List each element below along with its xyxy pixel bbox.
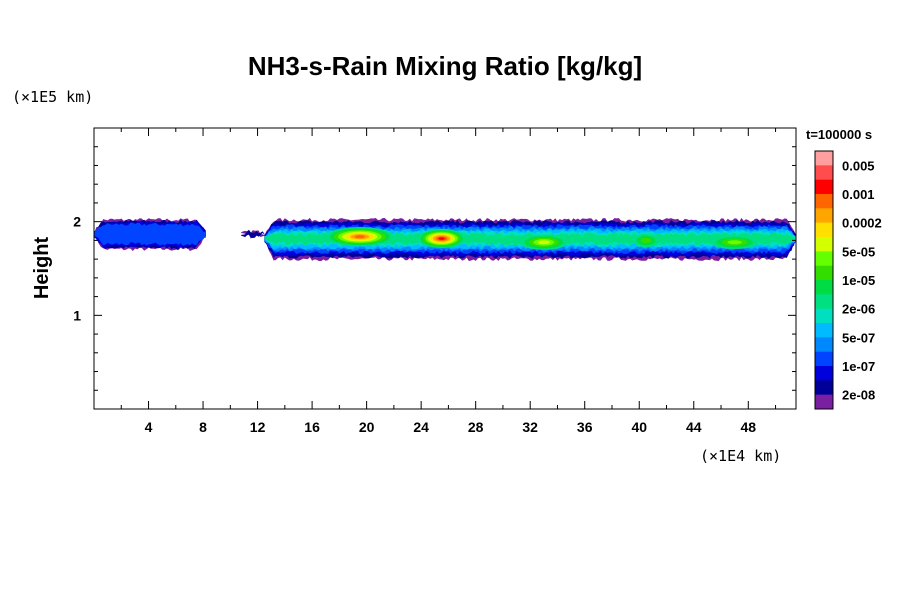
colorbar-swatch: [815, 165, 833, 180]
cloud-layer: [94, 217, 796, 261]
colorbar-swatch: [815, 323, 833, 338]
colorbar-label: 2e-08: [842, 388, 875, 403]
x-tick-label: 16: [304, 419, 320, 435]
core-contour: [537, 240, 550, 245]
colorbar-label: 5e-05: [842, 244, 875, 259]
x-tick-label: 24: [413, 419, 429, 435]
colorbar-label: 5e-07: [842, 330, 875, 345]
x-tick-label: 8: [199, 419, 207, 435]
colorbar-swatch: [815, 308, 833, 324]
colorbar-swatch: [815, 179, 833, 195]
colorbar-swatch: [815, 222, 833, 238]
colorbar-swatch: [815, 280, 833, 295]
colorbar-label: 0.005: [842, 158, 875, 173]
x-tick-label: 4: [145, 419, 153, 435]
cloud-core: [710, 235, 759, 249]
core-contour: [438, 237, 445, 240]
time-label: t=100000 s: [806, 127, 872, 142]
cloud-segment: [94, 218, 206, 251]
y-axis-title: Height: [31, 237, 53, 300]
colorbar-swatch: [815, 394, 833, 410]
colorbar-swatch: [815, 194, 833, 209]
cloud-core: [417, 229, 466, 249]
cloud-contour: [241, 230, 265, 238]
x-axis: 4 8 12 16 20 24 28 32 36 40 44 48: [120, 128, 777, 435]
x-tick-label: 40: [631, 419, 647, 435]
chart-title: NH3-s-Rain Mixing Ratio [kg/kg]: [248, 51, 642, 81]
cloud-core: [325, 227, 394, 247]
core-contour: [727, 240, 742, 245]
colorbar-frame: [814, 150, 834, 410]
colorbar-swatch: [815, 237, 833, 252]
y-tick-label: 2: [73, 214, 81, 230]
cloud-contour: [94, 222, 206, 246]
core-contour: [354, 235, 366, 239]
x-tick-label: 44: [686, 419, 702, 435]
x-tick-label: 20: [359, 419, 375, 435]
colorbar-swatch: [815, 337, 833, 352]
colorbar-swatch: [815, 208, 833, 223]
colorbar-swatch: [815, 265, 833, 281]
y-axis: 12: [73, 146, 796, 391]
x-tick-label: 12: [250, 419, 266, 435]
cloud-core: [632, 233, 660, 248]
cloud-core: [519, 234, 568, 250]
colorbar-label: 2e-06: [842, 302, 875, 317]
x-tick-label: 48: [741, 419, 757, 435]
x-tick-label: 28: [468, 419, 484, 435]
colorbar-label: 1e-07: [842, 359, 875, 374]
core-contour: [640, 237, 652, 243]
colorbar-label: 1e-05: [842, 273, 875, 288]
colorbar-swatch: [815, 351, 833, 367]
colorbar-labels: 0.005 0.001 0.0002 5e-05 1e-05 2e-06 5e-07 1e-0…: [842, 158, 882, 402]
colorbar-swatch: [815, 251, 833, 266]
cloud-segment: [241, 229, 265, 239]
colorbar-swatch: [815, 151, 833, 166]
colorbar-label: 0.001: [842, 187, 875, 202]
plot-area: [94, 217, 796, 261]
colorbar-label: 0.0002: [842, 216, 882, 231]
plot-frame: [93, 127, 797, 410]
x-unit-label: (×1E4 km): [700, 447, 781, 465]
colorbar-swatch: [815, 366, 833, 381]
y-unit-label: (×1E5 km): [12, 88, 93, 106]
colorbar-swatch: [815, 294, 833, 309]
colorbar: [815, 151, 833, 410]
colorbar-swatch: [815, 380, 833, 395]
y-tick-label: 1: [73, 307, 81, 323]
x-tick-label: 36: [577, 419, 593, 435]
x-tick-label: 32: [522, 419, 538, 435]
